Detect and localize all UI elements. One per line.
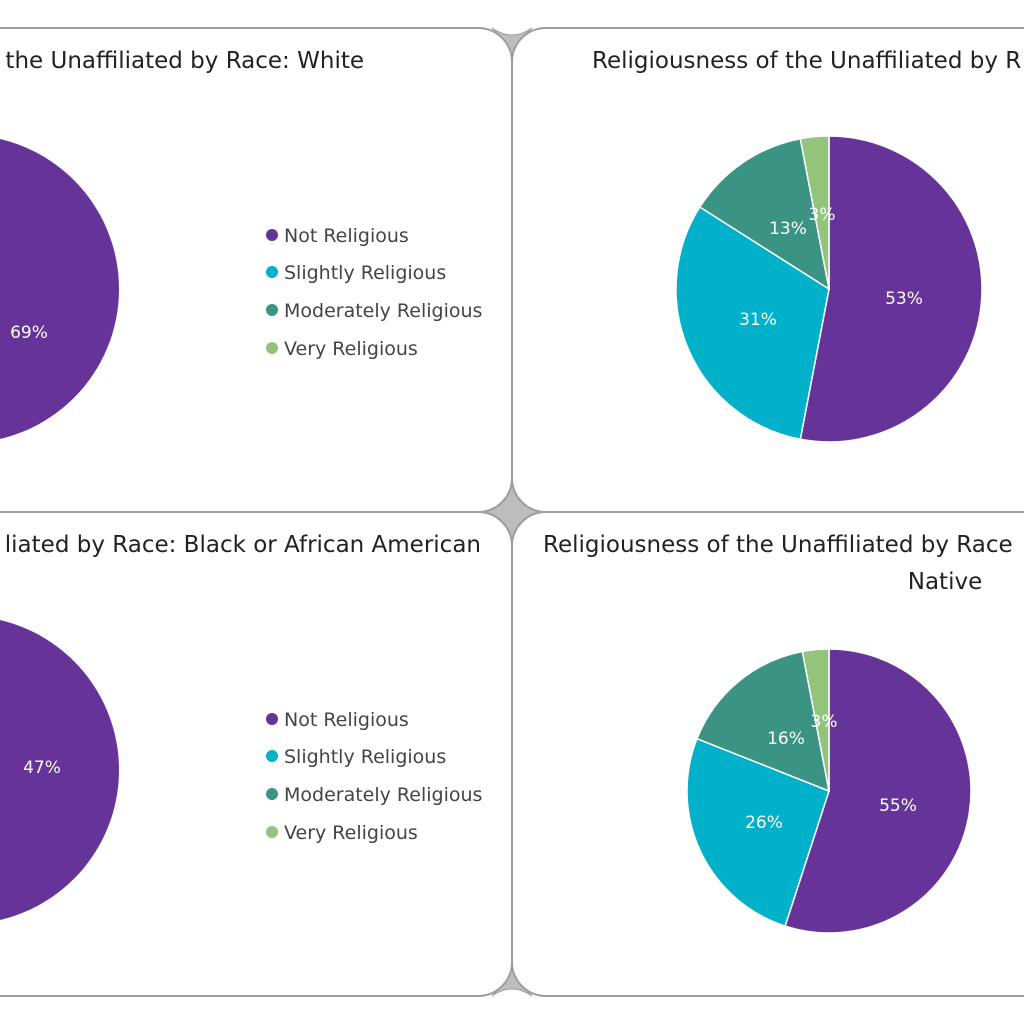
pie-slice-not-religious-visible [0,139,119,439]
legend-marker-moderately-religious [266,788,278,800]
data-label-very-religious: 3% [809,205,836,225]
legend-label-slightly-religious: Slightly Religious [284,262,446,284]
pie-charts: 69%53%31%13%3%47%55%26%16%3% [0,135,983,934]
chart-title-white: the Unaffiliated by Race: White [5,48,364,74]
legend-white: Not Religious Slightly Religious Moderat… [266,225,482,360]
legend-marker-very-religious [266,826,278,838]
chart-title-native-line2: Native [908,569,982,595]
data-label-moderately-religious: 13% [769,219,807,239]
legend-label-moderately-religious: Moderately Religious [284,300,482,322]
legend-marker-not-religious [266,713,278,725]
pie-slice-moderately-religious [695,650,830,793]
data-label-not-religious: 55% [879,796,917,816]
pie-slice-not-religious [784,648,972,934]
legend-label-moderately-religious: Moderately Religious [284,784,482,806]
data-label-slightly-religious: 26% [745,813,783,833]
data-label-not-religious: 47% [23,758,61,778]
pie-slice-very-religious [799,135,830,290]
pie-slice-not-religious [799,135,983,443]
legend-marker-not-religious [266,229,278,241]
data-label-not-religious: 69% [10,323,48,343]
legend-label-not-religious: Not Religious [284,709,409,731]
legend-label-slightly-religious: Slightly Religious [284,746,446,768]
pie-chart-1: 53% 31% 13%3% [675,135,983,443]
legend-label-very-religious: Very Religious [284,338,418,360]
legend-marker-very-religious [266,342,278,354]
pie-chart-2: 47% [0,619,120,921]
legend-label-not-religious: Not Religious [284,225,409,247]
legend-label-very-religious: Very Religious [284,822,418,844]
legend-black: Not Religious Slightly Religious Moderat… [266,709,482,844]
data-label-not-religious: 53% [885,289,923,309]
data-label-moderately-religious: 16% [767,729,805,749]
chart-title-top-right: Religiousness of the Unaffiliated by R [592,48,1021,74]
legend-marker-moderately-religious [266,304,278,316]
legend-marker-slightly-religious [266,266,278,278]
pie-slice-slightly-religious [686,737,830,927]
pie-slice-not-religious-visible [0,620,119,920]
pie-chart-0: 69% [0,138,120,440]
chart-title-black: liated by Race: Black or African America… [5,532,481,558]
data-label-very-religious: 3% [811,712,838,732]
data-label-slightly-religious: 31% [739,310,777,330]
legend-marker-slightly-religious [266,750,278,762]
pie-slice-moderately-religious [698,137,831,291]
chart-title-native: Religiousness of the Unaffiliated by Rac… [543,532,1013,558]
pie-slice-very-religious [801,648,830,792]
pie-chart-3: 55% 26% 16% 3% [686,648,972,934]
